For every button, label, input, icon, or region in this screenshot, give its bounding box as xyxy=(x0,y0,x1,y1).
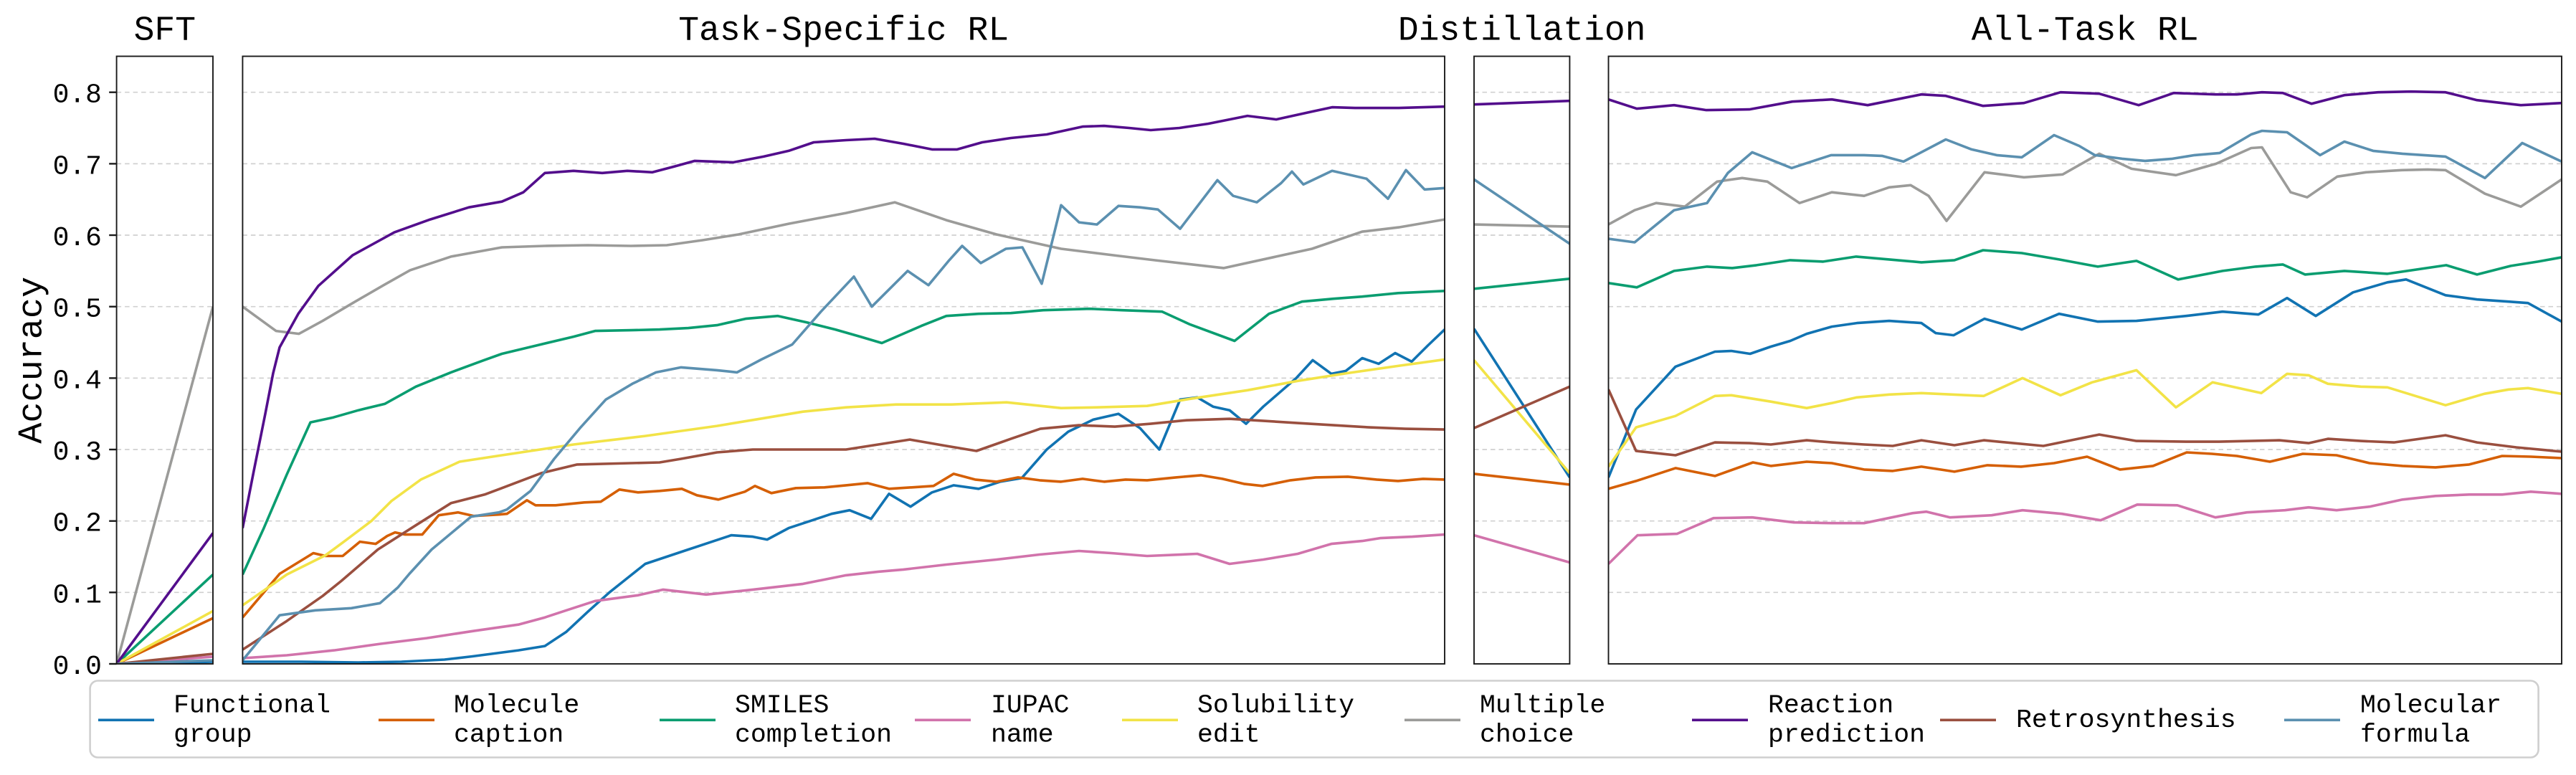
svg-text:Reaction: Reaction xyxy=(1768,690,1893,720)
svg-text:caption: caption xyxy=(454,721,564,750)
svg-text:0.8: 0.8 xyxy=(53,80,102,111)
svg-text:Molecular: Molecular xyxy=(2360,690,2501,720)
svg-text:formula: formula xyxy=(2360,721,2470,750)
svg-text:Retrosynthesis: Retrosynthesis xyxy=(2016,705,2236,735)
svg-text:SFT: SFT xyxy=(134,12,196,51)
svg-text:All-Task RL: All-Task RL xyxy=(1972,12,2199,51)
svg-text:Solubility: Solubility xyxy=(1197,690,1354,720)
svg-text:0.2: 0.2 xyxy=(53,509,102,540)
svg-text:Distillation: Distillation xyxy=(1398,12,1646,51)
svg-text:IUPAC: IUPAC xyxy=(991,690,1070,720)
svg-text:Accuracy: Accuracy xyxy=(13,277,52,444)
svg-text:0.0: 0.0 xyxy=(53,652,102,683)
svg-text:choice: choice xyxy=(1480,721,1574,750)
svg-text:completion: completion xyxy=(735,721,892,750)
svg-text:name: name xyxy=(991,721,1054,750)
svg-text:SMILES: SMILES xyxy=(735,690,829,720)
svg-text:0.4: 0.4 xyxy=(53,366,102,396)
svg-text:Functional: Functional xyxy=(174,690,331,720)
svg-text:prediction: prediction xyxy=(1768,721,1925,750)
svg-text:Task-Specific RL: Task-Specific RL xyxy=(678,12,1009,51)
svg-text:group: group xyxy=(174,721,252,750)
svg-text:0.6: 0.6 xyxy=(53,223,102,254)
svg-text:0.5: 0.5 xyxy=(53,295,102,325)
svg-text:Multiple: Multiple xyxy=(1480,690,1605,720)
svg-text:0.3: 0.3 xyxy=(53,437,102,468)
svg-text:0.1: 0.1 xyxy=(53,580,102,611)
svg-text:Molecule: Molecule xyxy=(454,690,579,720)
svg-text:0.7: 0.7 xyxy=(53,151,102,182)
svg-text:edit: edit xyxy=(1197,721,1260,750)
